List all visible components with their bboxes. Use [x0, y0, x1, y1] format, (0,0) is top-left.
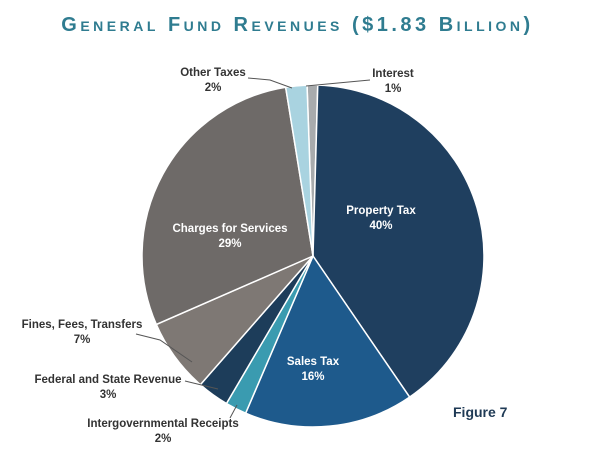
slice-percent-label: 2% — [155, 433, 172, 445]
slice-percent-label: 3% — [100, 389, 117, 401]
slice-percent-label: 1% — [385, 83, 402, 95]
slice-name-label: Interest — [372, 68, 414, 80]
slice-name-label: Property Tax — [346, 205, 416, 217]
chart-title: General Fund Revenues ($1.83 Billion) — [61, 14, 534, 36]
leader-line — [184, 380, 219, 390]
slice-name-label: Fines, Fees, Transfers — [22, 319, 143, 331]
leader-line — [247, 77, 293, 89]
pie-slice-sales-tax — [244, 254, 411, 428]
slice-name-label: Other Taxes — [180, 67, 246, 79]
slice-name-label: Intergovernmental Receipts — [87, 418, 238, 430]
slice-percent-label: 2% — [205, 82, 222, 94]
leader-line — [229, 404, 238, 419]
slice-name-label: Sales Tax — [287, 356, 340, 368]
slice-name-label: Charges for Services — [172, 223, 287, 235]
slice-percent-label: 29% — [218, 238, 241, 250]
slice-percent-label: 40% — [369, 220, 392, 232]
pie-slice-property-tax — [312, 84, 485, 399]
figure-label: Figure 7 — [453, 404, 508, 420]
slice-name-label: Federal and State Revenue — [35, 374, 182, 386]
pie-slice-charges-for-services — [141, 86, 314, 326]
slice-percent-label: 16% — [301, 371, 324, 383]
leader-line — [135, 333, 193, 363]
pie-slice-other-taxes — [284, 84, 314, 257]
slice-percent-label: 7% — [74, 334, 91, 346]
leader-line — [305, 79, 371, 87]
